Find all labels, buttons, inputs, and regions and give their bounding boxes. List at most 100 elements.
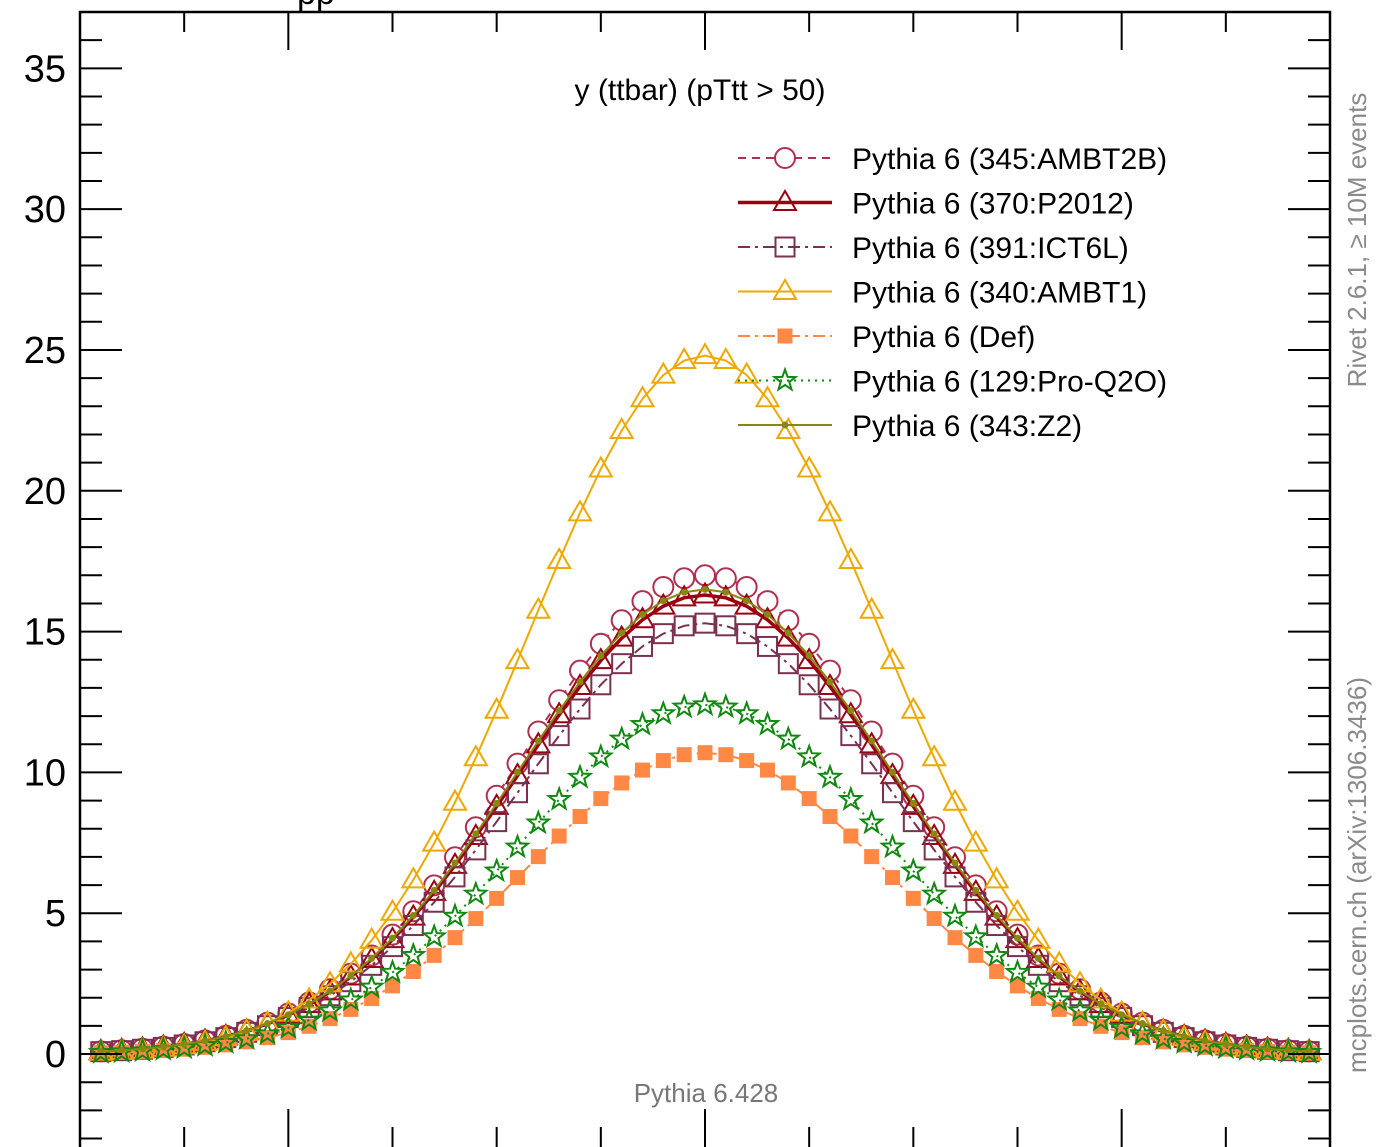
legend-entry: Pythia 6 (Def) [738, 321, 1035, 354]
data-point [736, 623, 758, 645]
data-point [567, 672, 593, 695]
data-point [942, 788, 968, 811]
data-point [1046, 950, 1072, 973]
data-point [817, 499, 843, 522]
data-point [798, 674, 820, 696]
series-2 [90, 612, 1320, 1063]
series-line [100, 574, 1310, 1053]
data-point [295, 1006, 323, 1032]
data-point [1025, 973, 1052, 999]
data-point [426, 947, 442, 963]
data-point [941, 902, 969, 928]
series-6 [97, 585, 1313, 1055]
data-point [900, 792, 927, 815]
y-tick-label: 5 [45, 893, 66, 935]
data-point [468, 911, 484, 927]
data-point [389, 934, 396, 942]
data-point [139, 1045, 146, 1053]
data-point [822, 808, 838, 824]
data-point [409, 911, 417, 919]
data-point [868, 737, 876, 745]
data-point [1014, 934, 1021, 942]
data-point [338, 963, 364, 986]
data-point [525, 596, 552, 619]
data-point [597, 652, 605, 660]
data-point [254, 1019, 281, 1046]
data-point [676, 747, 692, 763]
series-line [100, 588, 1310, 1053]
data-point [1055, 972, 1063, 980]
data-point [713, 347, 739, 370]
data-point [1087, 1006, 1115, 1032]
data-point [951, 859, 959, 867]
data-point [775, 416, 802, 439]
data-point [441, 902, 469, 928]
data-point [670, 693, 698, 719]
data-point [692, 581, 718, 604]
data-point [608, 624, 635, 647]
data-point [819, 698, 841, 720]
data-point [1264, 1045, 1271, 1053]
data-point [243, 1027, 251, 1035]
data-point [1197, 1039, 1213, 1055]
data-point [905, 890, 921, 906]
data-point [885, 870, 900, 886]
data-point [926, 911, 942, 927]
legend-entry: Pythia 6 (129:Pro-Q2O) [738, 366, 1167, 399]
data-point [817, 672, 843, 695]
chart-title: y (ttbar) (pTtt > 50) [575, 74, 826, 107]
data-point [555, 707, 563, 715]
data-point [691, 690, 719, 717]
data-point [801, 791, 817, 807]
data-point [902, 811, 924, 833]
legend: Pythia 6 (345:AMBT2B) Pythia 6 (370:P2012… [738, 143, 1167, 443]
data-point [1006, 923, 1029, 946]
series-1 [88, 581, 1322, 1061]
data-point [1025, 926, 1052, 949]
data-point [548, 725, 570, 747]
data-point [379, 898, 406, 921]
series-line [100, 622, 1310, 1053]
data-point [764, 610, 771, 618]
data-point [775, 624, 802, 647]
data-point [447, 930, 463, 946]
data-point [180, 1040, 188, 1048]
data-point [264, 1020, 271, 1028]
data-point [739, 753, 755, 769]
data-point [1072, 1011, 1088, 1027]
data-point [629, 606, 656, 629]
y-tick-label: 10 [24, 752, 66, 794]
data-point [483, 857, 510, 883]
data-point [420, 922, 448, 949]
y-tick-label: 25 [24, 330, 66, 372]
data-point [1108, 1001, 1135, 1024]
data-point [546, 701, 572, 724]
data-point [754, 385, 781, 408]
data-point [567, 499, 593, 522]
data-point [1118, 1011, 1126, 1019]
data-point [504, 833, 531, 859]
data-point [608, 416, 635, 439]
data-point [618, 629, 626, 637]
data-point [1295, 1038, 1323, 1064]
data-point [838, 701, 864, 724]
data-point [743, 597, 751, 605]
data-point [930, 830, 938, 838]
data-point [510, 870, 525, 886]
data-point [718, 747, 734, 763]
data-point [525, 731, 552, 754]
data-point [1180, 1032, 1188, 1040]
data-point [837, 785, 865, 811]
data-point [772, 189, 798, 211]
legend-entry: Pythia 6 (340:AMBT1) [738, 277, 1147, 310]
generator-annotation: Pythia 6.428 [634, 1078, 779, 1108]
legend-label: Pythia 6 (340:AMBT1) [852, 277, 1147, 310]
legend-entry: Pythia 6 (370:P2012) [738, 188, 1134, 221]
data-point [796, 647, 822, 670]
data-point [1108, 1013, 1135, 1040]
y-tick-label: 15 [24, 612, 66, 654]
data-point [942, 851, 968, 874]
data-point [430, 886, 438, 894]
data-point [451, 859, 459, 867]
data-point [337, 986, 365, 1012]
